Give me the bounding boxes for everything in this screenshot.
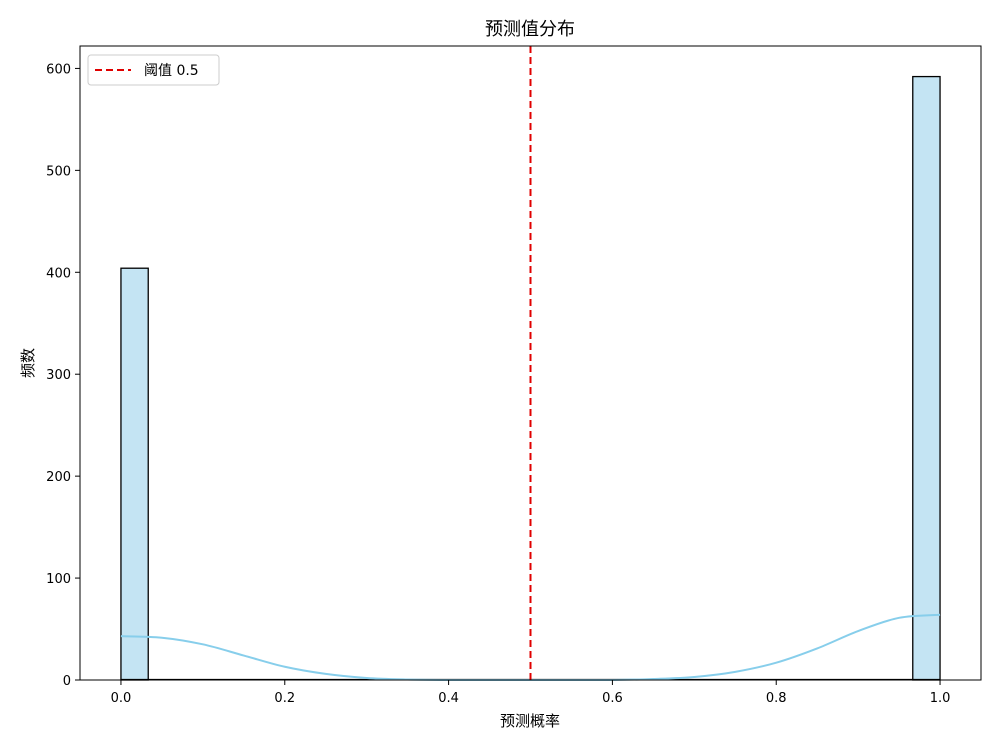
y-tick-label: 400 bbox=[46, 266, 71, 281]
x-tick-label: 0.4 bbox=[438, 691, 459, 706]
y-tick-label: 500 bbox=[46, 164, 71, 179]
y-tick-label: 100 bbox=[46, 572, 71, 587]
plot-frame bbox=[79, 45, 982, 681]
x-axis-ticks: 0.0 0.2 0.4 0.6 0.8 1.0 bbox=[111, 680, 951, 706]
y-axis-ticks: 0 100 200 300 400 500 600 bbox=[46, 62, 80, 689]
x-tick-label: 0.6 bbox=[602, 691, 623, 706]
plot-area bbox=[79, 45, 982, 681]
histogram-bar bbox=[120, 267, 149, 681]
x-tick-label: 0.2 bbox=[274, 691, 295, 706]
x-tick-label: 1.0 bbox=[930, 691, 951, 706]
chart-title: 预测值分布 bbox=[485, 19, 575, 40]
legend-threshold-label: 阈值 0.5 bbox=[144, 63, 199, 79]
legend: 阈值 0.5 bbox=[87, 54, 220, 86]
y-tick-label: 200 bbox=[46, 470, 71, 485]
histogram-bar bbox=[912, 75, 941, 681]
y-tick-label: 600 bbox=[46, 62, 71, 77]
y-tick-label: 300 bbox=[46, 368, 71, 383]
legend-box bbox=[87, 54, 220, 86]
x-axis-label: 预测概率 bbox=[500, 712, 560, 730]
x-tick-label: 0.8 bbox=[766, 691, 787, 706]
y-axis-label: 频数 bbox=[19, 348, 37, 378]
x-tick-label: 0.0 bbox=[111, 691, 132, 706]
histogram-bars bbox=[120, 75, 941, 681]
y-tick-label: 0 bbox=[63, 674, 71, 689]
